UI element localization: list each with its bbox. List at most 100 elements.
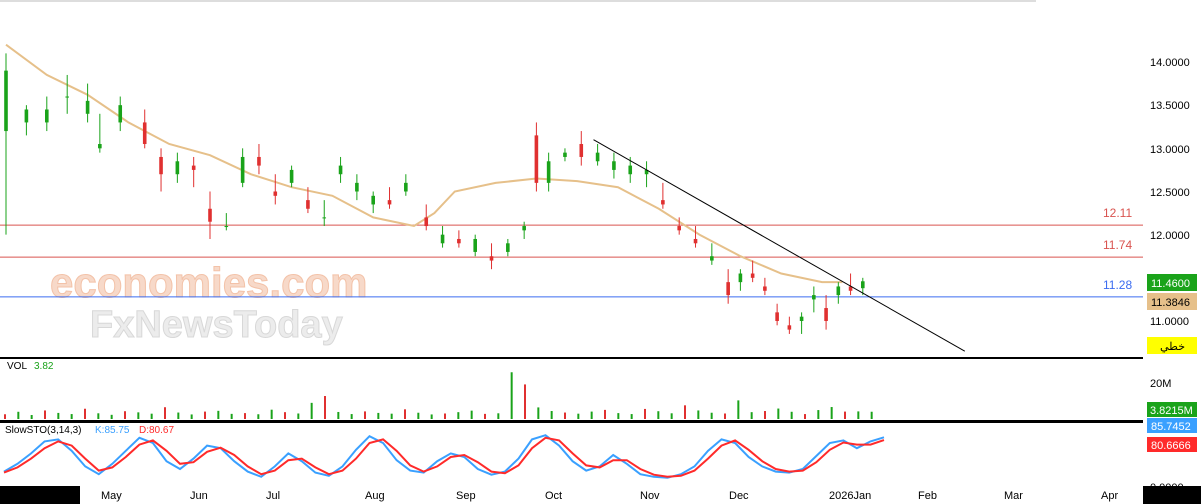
price-axis-ticks: 14.0000 13.5000 13.0000 12.5000 12.0000 …: [1150, 57, 1190, 328]
volume-bar: [324, 396, 326, 419]
volume-bar: [257, 414, 260, 419]
volume-bar: [164, 407, 166, 419]
level-label: 11.28: [1103, 278, 1132, 292]
candle-body: [24, 109, 29, 123]
candle-body: [355, 182, 359, 192]
candle-body: [546, 161, 551, 183]
volume-bar: [177, 412, 180, 419]
volume-bar: [710, 412, 713, 419]
volume-bar: [97, 413, 100, 419]
volume-bar: [750, 412, 753, 419]
volume-bar: [830, 407, 833, 419]
volume-bar: [217, 410, 220, 419]
volume-bar: [17, 411, 20, 419]
candle-body: [677, 226, 681, 231]
time-tick-label: Mar: [1004, 490, 1023, 502]
volume-bar: [377, 412, 380, 419]
candle-body: [45, 109, 49, 123]
volume-panel[interactable]: [0, 359, 1143, 420]
candle-body: [208, 208, 212, 222]
candle-body: [387, 200, 392, 205]
candle-body: [628, 165, 633, 175]
volume-bar: [470, 410, 473, 419]
candle-body: [98, 144, 102, 149]
candle-body: [861, 281, 865, 289]
volume-bar: [270, 409, 273, 419]
volume-bar: [537, 407, 540, 419]
candle-body: [644, 169, 649, 175]
time-tick-label: Jul: [266, 490, 280, 502]
svg-text:80.6666: 80.6666: [1151, 440, 1191, 452]
candle-body: [440, 234, 445, 244]
candle-body: [159, 156, 163, 175]
candle-body: [306, 200, 310, 209]
time-tick-label: Feb: [918, 490, 937, 502]
candle-body: [338, 165, 343, 175]
candle-body: [775, 312, 779, 321]
volume-bar: [604, 409, 606, 419]
candle-body: [661, 200, 665, 205]
candle-body: [289, 169, 294, 183]
volume-bar: [870, 411, 873, 419]
volume-bar: [617, 413, 620, 419]
candle-body: [738, 273, 743, 283]
volume-bar: [577, 413, 580, 419]
time-tick-label: Sep: [456, 490, 476, 502]
stochastic-panel[interactable]: [0, 423, 1143, 486]
volume-bar: [430, 414, 433, 419]
volume-bar: [764, 411, 766, 419]
volume-bar: [684, 405, 686, 419]
candle-body: [224, 226, 229, 228]
volume-bar: [724, 413, 726, 419]
volume-bar: [857, 411, 860, 419]
stochastic-d-badge: 80.6666: [1147, 437, 1197, 452]
volume-bar: [844, 411, 846, 419]
candle-body: [836, 286, 841, 296]
volume-bar: [190, 414, 193, 419]
candle-body: [763, 286, 767, 291]
ma-value-badge: 11.3846: [1147, 293, 1197, 310]
candle-body: [726, 282, 730, 296]
candle-body: [240, 156, 245, 183]
volume-bar: [417, 412, 420, 419]
level-label: 11.74: [1103, 238, 1132, 252]
time-tick-label: Apr: [1101, 490, 1118, 502]
price-tick-label: 14.0000: [1150, 57, 1190, 69]
candle-body: [848, 286, 853, 291]
price-tick-label: 12.0000: [1150, 230, 1190, 242]
candle-body: [563, 152, 567, 157]
volume-bar: [230, 413, 233, 419]
volume-bar: [457, 412, 460, 419]
stochastic-k-badge: 85.7452: [1147, 418, 1197, 433]
candle-body: [595, 152, 600, 162]
time-tick-label: Aug: [365, 490, 385, 502]
stochastic-tick-label: 0.0000: [1150, 482, 1184, 494]
stochastic-d-label: D:80.67: [139, 425, 174, 436]
price-panel[interactable]: [0, 0, 1143, 357]
volume-bar: [697, 410, 700, 419]
time-tick-label: Jun: [190, 490, 208, 502]
volume-bar: [444, 413, 446, 419]
trendline-layer: [593, 139, 966, 352]
volume-bar: [390, 413, 393, 419]
moving-average-line: [5, 43, 843, 284]
volume-bar: [404, 409, 406, 419]
candle-body: [812, 295, 816, 300]
time-tick-label: Dec: [729, 490, 749, 502]
candle-body: [371, 195, 375, 205]
candle-body: [142, 122, 147, 145]
volume-bar: [737, 400, 740, 419]
stochastic-lines: [3, 434, 885, 479]
candle-body: [4, 70, 8, 132]
chart-type-badge[interactable]: خطي: [1147, 337, 1197, 354]
volume-bar: [364, 411, 366, 419]
volume-bar: [204, 411, 206, 419]
volume-bar: [484, 413, 486, 419]
volume-bar: [297, 413, 300, 419]
time-tick-label: 2026Jan: [829, 490, 871, 502]
volume-bar: [110, 414, 113, 419]
volume-bar: [804, 414, 806, 419]
stochastic-d-line: [3, 436, 885, 478]
